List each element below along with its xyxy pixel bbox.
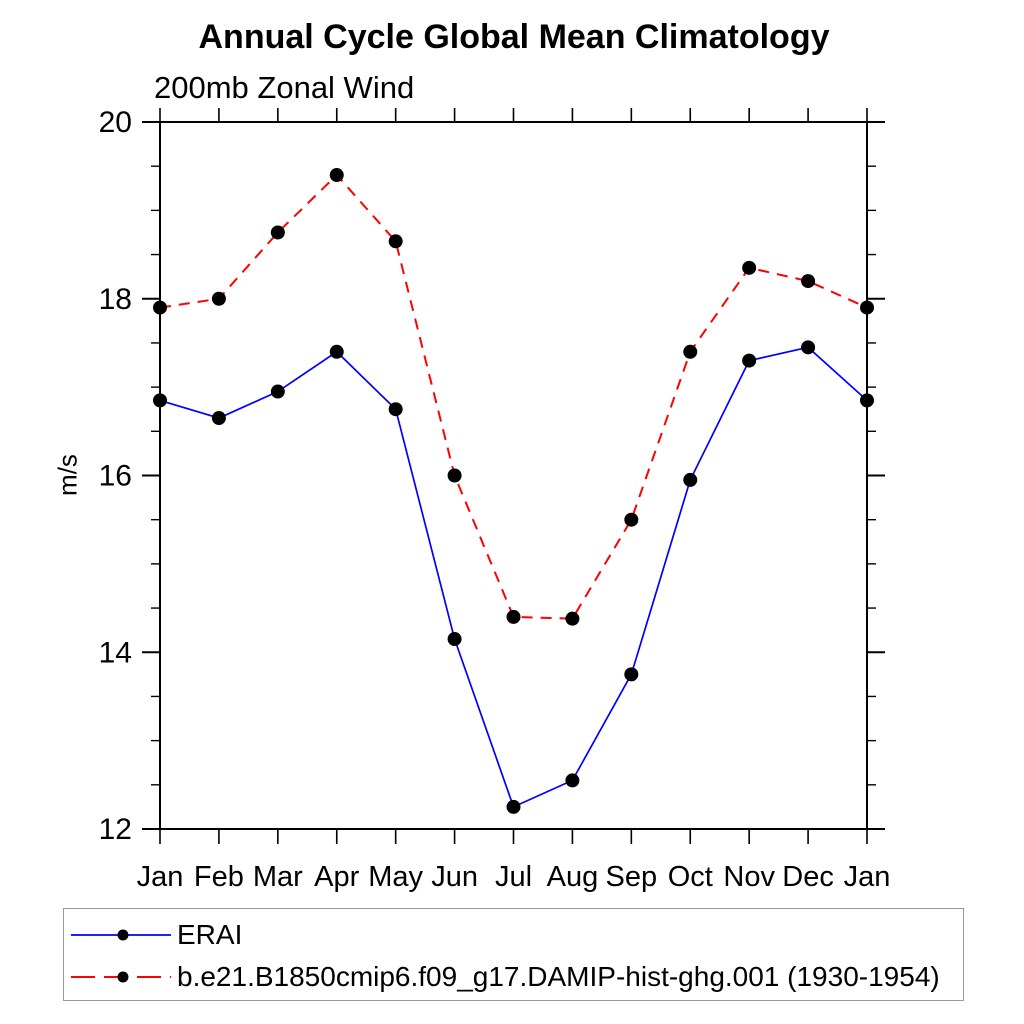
x-tick-label: Dec xyxy=(782,861,834,893)
series-1-marker xyxy=(565,611,580,626)
series-1-marker xyxy=(801,274,816,289)
x-tick-label: Apr xyxy=(314,861,359,893)
x-tick-label: Jan xyxy=(137,861,184,893)
legend-box: ERAI b.e21.B1850cmip6.f09_g17.DAMIP-hist… xyxy=(63,908,964,1001)
y-tick-label: 16 xyxy=(99,460,132,493)
x-tick-label: Oct xyxy=(668,861,713,893)
series-1-marker xyxy=(860,300,874,315)
series-1-marker xyxy=(153,300,167,315)
legend-label-erai: ERAI xyxy=(177,919,243,950)
series-0-marker xyxy=(270,384,285,399)
series-0-marker xyxy=(742,353,757,368)
series-0-marker xyxy=(211,411,226,426)
x-tick-label: Jan xyxy=(844,861,891,893)
series-1-marker xyxy=(388,234,403,249)
x-tick-label: May xyxy=(368,861,423,893)
x-tick-label: Sep xyxy=(606,861,658,893)
chart-subtitle: 200mb Zonal Wind xyxy=(154,70,415,105)
series-0-marker xyxy=(447,631,462,646)
y-tick-label: 14 xyxy=(99,636,132,669)
series-line-0 xyxy=(159,346,868,809)
series-0-marker xyxy=(329,344,344,359)
series-1-marker xyxy=(506,609,521,624)
axis-frame xyxy=(159,121,868,830)
y-tick-label: 12 xyxy=(99,813,132,846)
y-tick-label: 18 xyxy=(99,283,132,316)
y-tick-label: 20 xyxy=(99,106,132,139)
series-0-marker xyxy=(801,340,816,355)
x-tick-label: Jun xyxy=(431,861,478,893)
series-1-marker xyxy=(624,512,639,527)
series-0-marker xyxy=(388,402,403,417)
x-tick-label: Feb xyxy=(194,861,244,893)
series-1-marker xyxy=(447,468,462,483)
legend-label-model: b.e21.B1850cmip6.f09_g17.DAMIP-hist-ghg.… xyxy=(177,961,940,992)
series-1-marker xyxy=(270,225,285,240)
series-0-marker xyxy=(683,472,698,487)
x-tick-label: Nov xyxy=(723,861,775,893)
series-0-marker xyxy=(153,393,167,408)
legend-item-model: b.e21.B1850cmip6.f09_g17.DAMIP-hist-ghg.… xyxy=(69,956,940,998)
legend-item-erai: ERAI xyxy=(69,914,242,956)
series-1-marker xyxy=(211,291,226,306)
series-1-marker xyxy=(683,344,698,359)
series-1-marker xyxy=(329,168,344,183)
legend-sample-erai-line-icon xyxy=(71,929,171,941)
legend-sample-model-line-icon xyxy=(71,971,171,983)
series-0-marker xyxy=(860,393,874,408)
series-0-marker xyxy=(506,799,521,814)
series-0-marker xyxy=(624,667,639,682)
x-tick-label: Mar xyxy=(253,861,303,893)
series-0-marker xyxy=(565,773,580,788)
series-1-marker xyxy=(742,260,757,275)
x-tick-label: Jul xyxy=(495,861,532,893)
x-tick-label: Aug xyxy=(547,861,599,893)
chart-title: Annual Cycle Global Mean Climatology xyxy=(198,18,830,56)
